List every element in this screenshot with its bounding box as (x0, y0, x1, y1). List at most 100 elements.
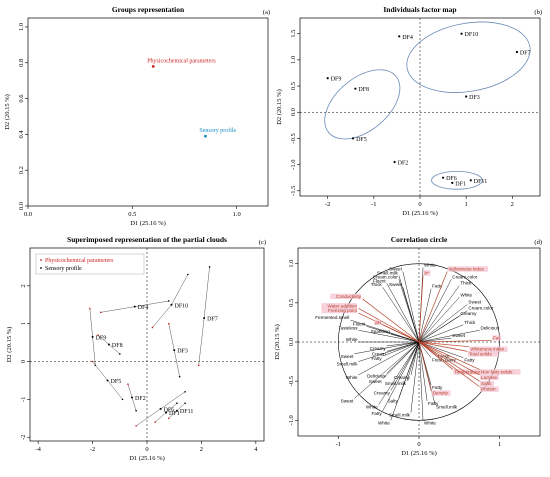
x-tick-label: 0 (418, 201, 421, 208)
panel-letter: (c) (259, 239, 266, 246)
y-tick-label: -1.5 (290, 186, 297, 196)
mean-point-label: DF3 (177, 349, 188, 355)
sensory-vector-label: Thick (464, 320, 476, 325)
group-point-label: Sensory profile (199, 127, 236, 134)
sensory-vector-label: Sweet (389, 282, 402, 287)
sensory-vector-label: Cream (372, 351, 386, 356)
y-tick-label: -0.5 (290, 133, 297, 143)
group-point (151, 64, 155, 68)
sensory-vector-label: Fatty (432, 385, 443, 390)
individual-label: DF1 (455, 181, 466, 187)
physico-vector-label: Conductivity (336, 294, 362, 299)
mean-point-label: DF7 (207, 317, 218, 323)
sensory-vector (398, 279, 420, 343)
physico-vector-label: b* (425, 270, 430, 275)
individual-label: DF9 (331, 77, 342, 83)
sensory-vector-label: Fatty (432, 284, 443, 289)
sensory-vector-label: Delicious (481, 325, 500, 330)
sensory-vector-label: Thick (460, 281, 472, 286)
sensory-vector (382, 287, 420, 343)
unit-circle (338, 263, 500, 421)
physico-label-highlight (374, 319, 382, 325)
mean-point (165, 411, 168, 414)
sensory-vector (390, 341, 420, 421)
partial-link-sensory (108, 344, 120, 355)
individual-label: DF8 (358, 87, 369, 93)
y-tick-label: 1.0 (290, 56, 297, 64)
legend-label-physico: Physicochemical parameters (45, 258, 114, 264)
mean-point (133, 305, 136, 308)
panel-individuals: Individuals factor map (b) D1 (25.16 %) D2 … (276, 5, 542, 217)
sensory-vector (382, 341, 420, 379)
sensory-vector (358, 341, 420, 376)
sensory-vector (418, 304, 468, 343)
cluster-ellipse (406, 21, 531, 93)
physico-label-highlight (480, 380, 494, 387)
partial-link-physico (127, 384, 133, 398)
y-tick-label: 1.5 (290, 30, 297, 38)
sensory-vector-label: White (424, 263, 436, 268)
sensory-vector-label: White (346, 337, 358, 342)
partial-link-physico (92, 361, 108, 381)
individual-point (469, 179, 472, 182)
sensory-vector-label: Creamy (370, 346, 387, 351)
x-tick-label: 1 (465, 201, 468, 208)
partial-point-sensory (178, 375, 181, 378)
physico-vector-label: Lactose (481, 375, 498, 380)
x-tick-label: 0 (417, 441, 420, 448)
x-axis-label: D1 (25.16 %) (401, 450, 437, 457)
sensory-vector-label: Creamy (460, 311, 477, 316)
x-tick-label: -1 (371, 201, 376, 208)
partial-point-sensory (208, 266, 211, 268)
x-tick-label: 0.5 (128, 211, 136, 218)
y-tick-label: 0.5 (288, 299, 295, 307)
physico-vector-label: Salts (481, 381, 492, 386)
sensory-vector-label: Sweet (389, 267, 402, 272)
partial-link-sensory (131, 397, 137, 411)
y-tick-label: -1 (20, 397, 27, 402)
sensory-vector (418, 279, 452, 343)
sensory-vector-label: Sweet (452, 333, 465, 338)
sensory-vector (406, 341, 420, 382)
chart-title: Individuals factor map (383, 5, 456, 14)
physico-label-highlight (480, 369, 521, 375)
x-axis-label: D1 (25.16 %) (129, 455, 165, 462)
sensory-vector-label: White (366, 405, 378, 410)
x-tick-label: -1 (336, 441, 341, 448)
sensory-vector (386, 283, 420, 343)
partial-point-physico (99, 311, 102, 314)
x-tick-label: -2 (325, 201, 330, 208)
partial-link-sensory (173, 350, 180, 377)
physico-vector-label: Protein (481, 387, 496, 392)
partial-point-physico (197, 364, 200, 367)
physico-vector (358, 308, 420, 343)
mean-point-label: DF2 (135, 396, 146, 402)
mean-point (203, 317, 206, 320)
sensory-vector (350, 319, 420, 343)
individual-point (465, 95, 468, 98)
partial-point-sensory (135, 409, 137, 412)
y-tick-label: -1.0 (290, 159, 297, 169)
physico-label-highlight (480, 374, 499, 381)
mean-point-label: DF1 (169, 411, 180, 417)
sensory-vector (418, 324, 464, 343)
individual-point (460, 32, 463, 35)
sensory-vector-label: Salty (388, 398, 399, 403)
physico-vector-label: Temperature (454, 369, 480, 374)
physico-vector-label: Water addition (328, 303, 358, 308)
sensory-vector (418, 341, 464, 358)
partial-point-sensory (184, 391, 186, 393)
x-tick-label: -2 (90, 446, 95, 453)
partial-point-physico (89, 307, 91, 310)
physico-vector (418, 341, 480, 387)
mean-point (159, 407, 162, 410)
y-tick-label: 0.6 (18, 94, 25, 103)
individual-label: DF11 (474, 179, 487, 185)
y-tick-label: -1.0 (288, 415, 295, 425)
sensory-vector (378, 341, 420, 405)
x-tick-label: 2 (200, 446, 203, 453)
mean-point-label: DF11 (180, 409, 193, 415)
sensory-vector (418, 297, 460, 343)
